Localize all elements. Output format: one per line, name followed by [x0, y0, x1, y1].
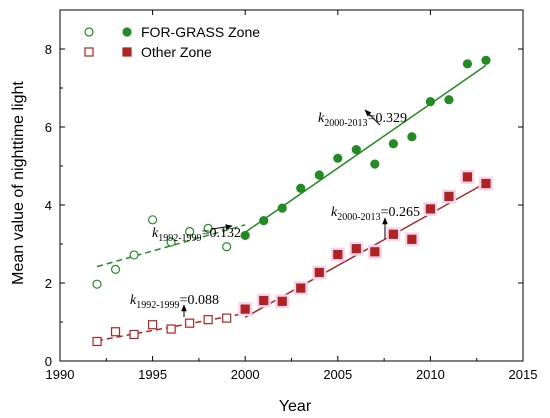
data-point-circle — [203, 223, 213, 233]
data-point-square — [444, 191, 454, 202]
data-point-circle — [370, 159, 380, 169]
y-tick-label: 4 — [45, 198, 52, 213]
x-tick-label: 2010 — [416, 367, 445, 382]
data-point-circle — [444, 95, 454, 105]
data-point-square — [166, 324, 176, 334]
data-point-circle — [148, 215, 158, 225]
slope-annotation: k1992-1999=0.088 — [130, 293, 219, 311]
data-point-square — [185, 318, 195, 328]
data-point-square — [129, 329, 139, 340]
data-point-square — [370, 247, 380, 257]
data-point-square — [314, 267, 324, 278]
trend-line-2000-2013 — [244, 64, 487, 233]
legend-marker-filled — [122, 47, 132, 57]
data-point-circle — [277, 203, 287, 213]
data-point-square — [333, 249, 343, 260]
x-axis-title: Year — [279, 398, 312, 415]
data-point-circle — [388, 139, 398, 149]
legend-label: FOR-GRASS Zone — [141, 24, 260, 40]
legend-marker-open — [84, 27, 94, 37]
data-point-square — [92, 336, 102, 347]
data-point-square — [462, 172, 473, 182]
data-point-square — [222, 313, 232, 323]
data-point-square — [296, 283, 306, 293]
x-tick-label: 1995 — [138, 367, 167, 382]
data-point-square — [110, 327, 121, 337]
legend-marker-filled — [122, 27, 132, 37]
data-point-circle — [462, 59, 473, 69]
x-tick-label: 2000 — [231, 367, 260, 382]
slope-annotation: k2000-2013=0.329 — [318, 111, 407, 129]
slope-annotation: k1992-1999=0.132 — [152, 226, 241, 244]
x-tick-label: 2015 — [509, 367, 538, 382]
data-point-circle — [240, 230, 250, 241]
data-point-square — [240, 304, 250, 314]
data-point-square — [388, 229, 398, 239]
data-point-circle — [351, 145, 361, 155]
y-axis-title: Mean value of nighttime light — [10, 81, 27, 285]
legend-marker-open — [84, 47, 94, 57]
y-tick-label: 6 — [45, 120, 52, 135]
x-tick-label: 1990 — [46, 367, 75, 382]
trend-line-1992-1999 — [96, 224, 246, 268]
data-point-square — [259, 295, 269, 306]
y-tick-label: 0 — [45, 354, 52, 369]
data-point-circle — [185, 226, 195, 237]
data-point-circle — [314, 170, 324, 180]
data-point-circle — [166, 237, 176, 247]
data-point-circle — [333, 153, 343, 163]
annotation-arrow — [364, 109, 381, 126]
annotation-arrow — [211, 224, 233, 230]
slope-annotation: k2000-2013=0.265 — [331, 205, 420, 223]
y-tick-label: 8 — [45, 42, 52, 57]
plot-area-frame — [59, 9, 524, 362]
data-point-square — [277, 296, 287, 306]
data-point-circle — [222, 242, 232, 252]
data-point-circle — [259, 216, 269, 226]
x-tick-label: 2005 — [323, 367, 352, 382]
data-point-circle — [129, 250, 139, 260]
data-point-circle — [296, 183, 306, 193]
data-point-square — [407, 234, 417, 244]
y-tick-label: 2 — [45, 276, 52, 291]
data-point-square — [351, 244, 361, 254]
data-point-square — [481, 178, 491, 189]
data-point-square — [425, 204, 435, 214]
legend-label: Other Zone — [141, 44, 212, 60]
data-point-circle — [481, 55, 491, 65]
data-point-circle — [425, 97, 435, 107]
data-point-square — [148, 320, 158, 330]
data-point-square — [203, 315, 213, 325]
data-point-circle — [110, 264, 121, 274]
data-point-circle — [407, 132, 417, 142]
data-point-circle — [92, 279, 102, 289]
